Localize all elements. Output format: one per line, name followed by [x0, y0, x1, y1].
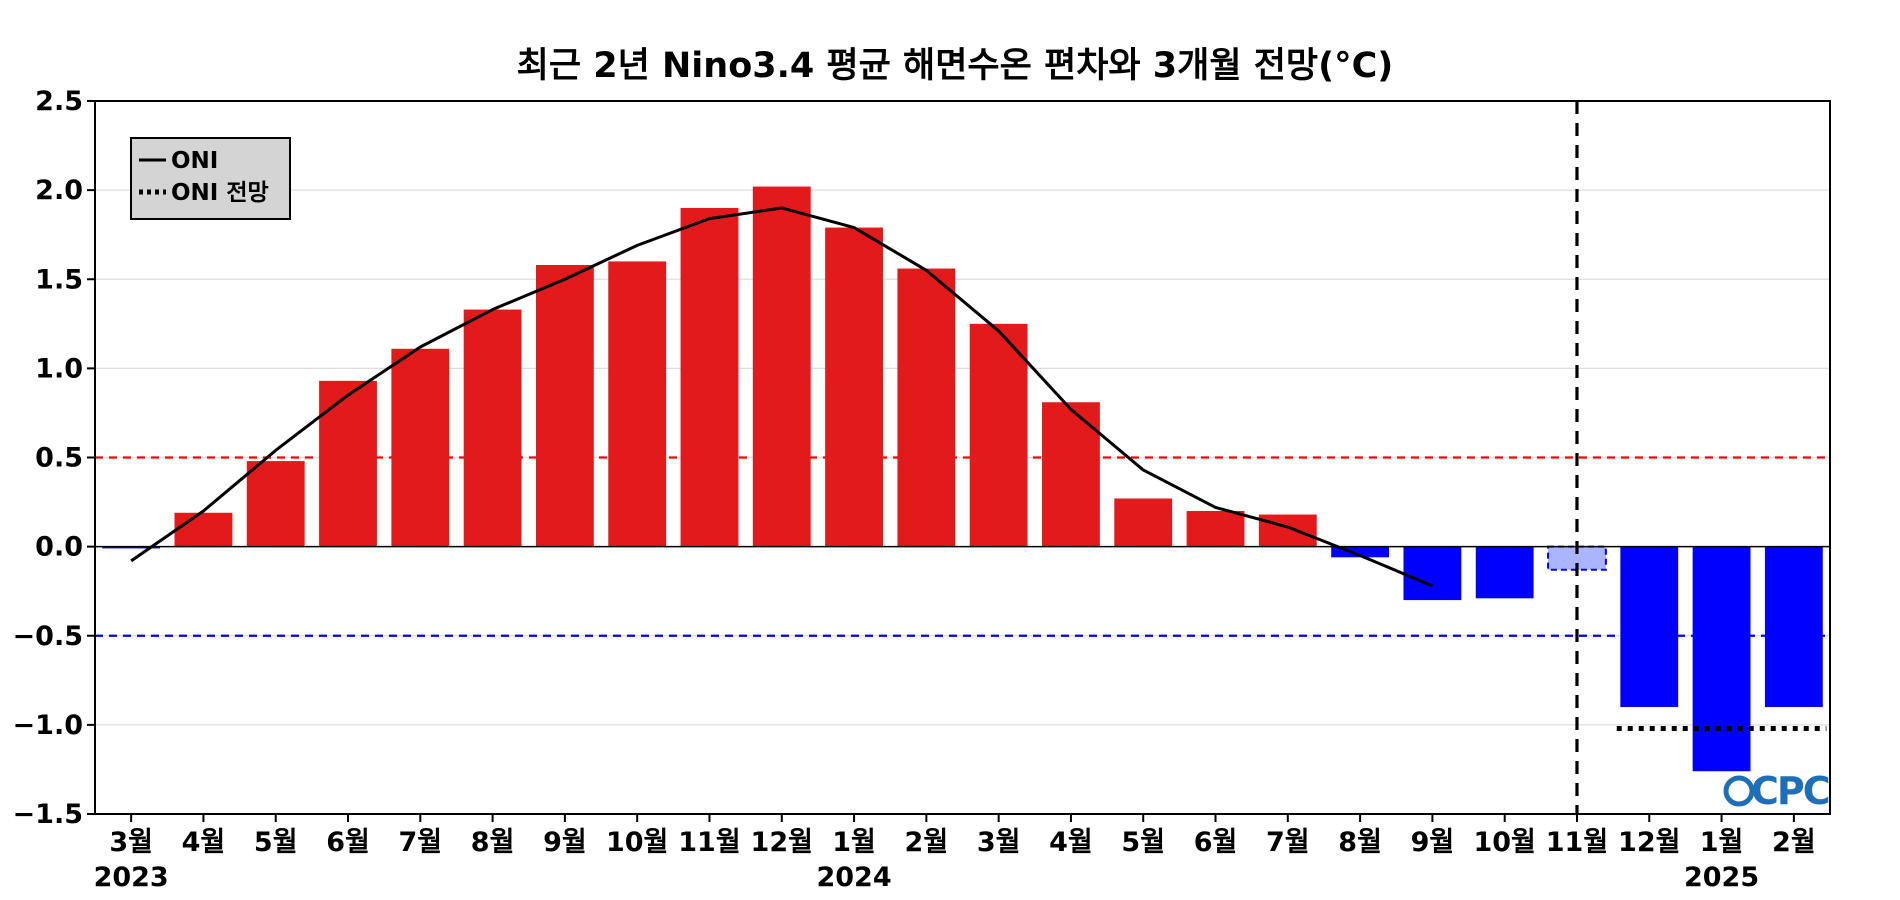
bar-23: [1764, 546, 1823, 708]
x-tick-label: 11월: [678, 827, 740, 858]
bar-1: [174, 512, 233, 547]
x-tick-label: 6월: [326, 827, 370, 858]
x-tick-label: 2월: [905, 827, 949, 858]
oni-line: [130, 206, 1433, 588]
x-tick-label: 10월: [1473, 827, 1535, 858]
x-axis: 3월 4월 5월 6월 7월 8월 9월 10월 11월 12월 1월 2월 3월 4월 5월 6월 7월 8월 9…: [94, 814, 1816, 893]
bar-19: [1475, 546, 1534, 599]
x-tick-label: 5월: [254, 827, 298, 858]
x-tick-label: 1월: [1700, 827, 1744, 858]
x-tick-label: 8월: [471, 827, 515, 858]
x-tick-label: 12월: [751, 827, 813, 858]
logo-text: CPC: [1751, 769, 1829, 813]
bar-22: [1692, 546, 1751, 772]
y-tick-label: 1.0: [35, 353, 83, 384]
bar-20: [1547, 545, 1607, 571]
bar-11: [897, 268, 956, 547]
y-tick-label: −1.0: [13, 710, 83, 741]
year-label: 2025: [1684, 862, 1759, 893]
anomaly-bars: [95, 186, 1830, 772]
bar-5: [463, 309, 522, 547]
bar-7: [608, 261, 667, 547]
y-tick-label: 0.5: [35, 443, 83, 474]
x-tick-label: 1월: [832, 827, 876, 858]
year-label: 2024: [816, 862, 891, 893]
legend-label-oni: ONI: [171, 148, 218, 174]
logo-ring: [1723, 775, 1755, 807]
x-tick-label: 6월: [1194, 827, 1238, 858]
legend: ONI ONI 전망: [130, 137, 291, 220]
y-tick-label: 2.0: [35, 175, 83, 206]
bar-17: [1331, 546, 1390, 558]
bar-18: [1403, 546, 1462, 601]
bar-6: [535, 264, 594, 547]
bar-21: [1620, 546, 1679, 708]
legend-label-forecast: ONI 전망: [171, 180, 269, 206]
bar-15: [1186, 510, 1245, 547]
bar-12: [969, 323, 1028, 547]
x-tick-label: 9월: [543, 827, 587, 858]
x-tick-label: 9월: [1411, 827, 1455, 858]
threshold-lines: [95, 456, 1830, 637]
y-axis: 2.5 2.0 1.5 1.0 0.5 0.0 −0.5 −1.0 −1.5: [13, 86, 95, 830]
x-tick-label: 3월: [977, 827, 1021, 858]
x-tick-label: 8월: [1338, 827, 1382, 858]
legend-box: [130, 137, 291, 220]
x-tick-label: 7월: [398, 827, 442, 858]
x-tick-label: 5월: [1121, 827, 1165, 858]
x-tick-label: 4월: [182, 827, 226, 858]
bar-4: [391, 348, 450, 547]
bar-3: [319, 380, 377, 547]
y-tick-label: 1.5: [35, 264, 83, 295]
oni-lines: [130, 206, 1827, 731]
bar-16: [1258, 514, 1317, 547]
bar-13: [1042, 402, 1100, 547]
y-tick-label: 2.5: [35, 86, 83, 117]
x-tick-label: 7월: [1266, 827, 1310, 858]
bar-9: [752, 186, 811, 547]
x-tick-label: 10월: [606, 827, 668, 858]
y-tick-label: −1.5: [13, 799, 83, 830]
bar-0: [102, 546, 161, 549]
year-label: 2023: [94, 862, 169, 893]
x-tick-label: 4월: [1049, 827, 1093, 858]
x-tick-label: 3월: [109, 827, 153, 858]
y-tick-label: −0.5: [13, 621, 83, 652]
x-tick-label: 2월: [1772, 827, 1816, 858]
x-tick-label: 11월: [1546, 827, 1608, 858]
y-tick-label: 0.0: [35, 532, 83, 563]
x-tick-label: 12월: [1618, 827, 1680, 858]
bar-2: [246, 461, 305, 547]
bar-8: [680, 207, 739, 547]
chart-title: 최근 2년 Nino3.4 평균 해면수온 편차와 3개월 전망(°C): [517, 46, 1394, 86]
cpc-logo: CPC: [1723, 769, 1831, 813]
bar-14: [1114, 498, 1173, 547]
bar-10: [825, 227, 883, 547]
